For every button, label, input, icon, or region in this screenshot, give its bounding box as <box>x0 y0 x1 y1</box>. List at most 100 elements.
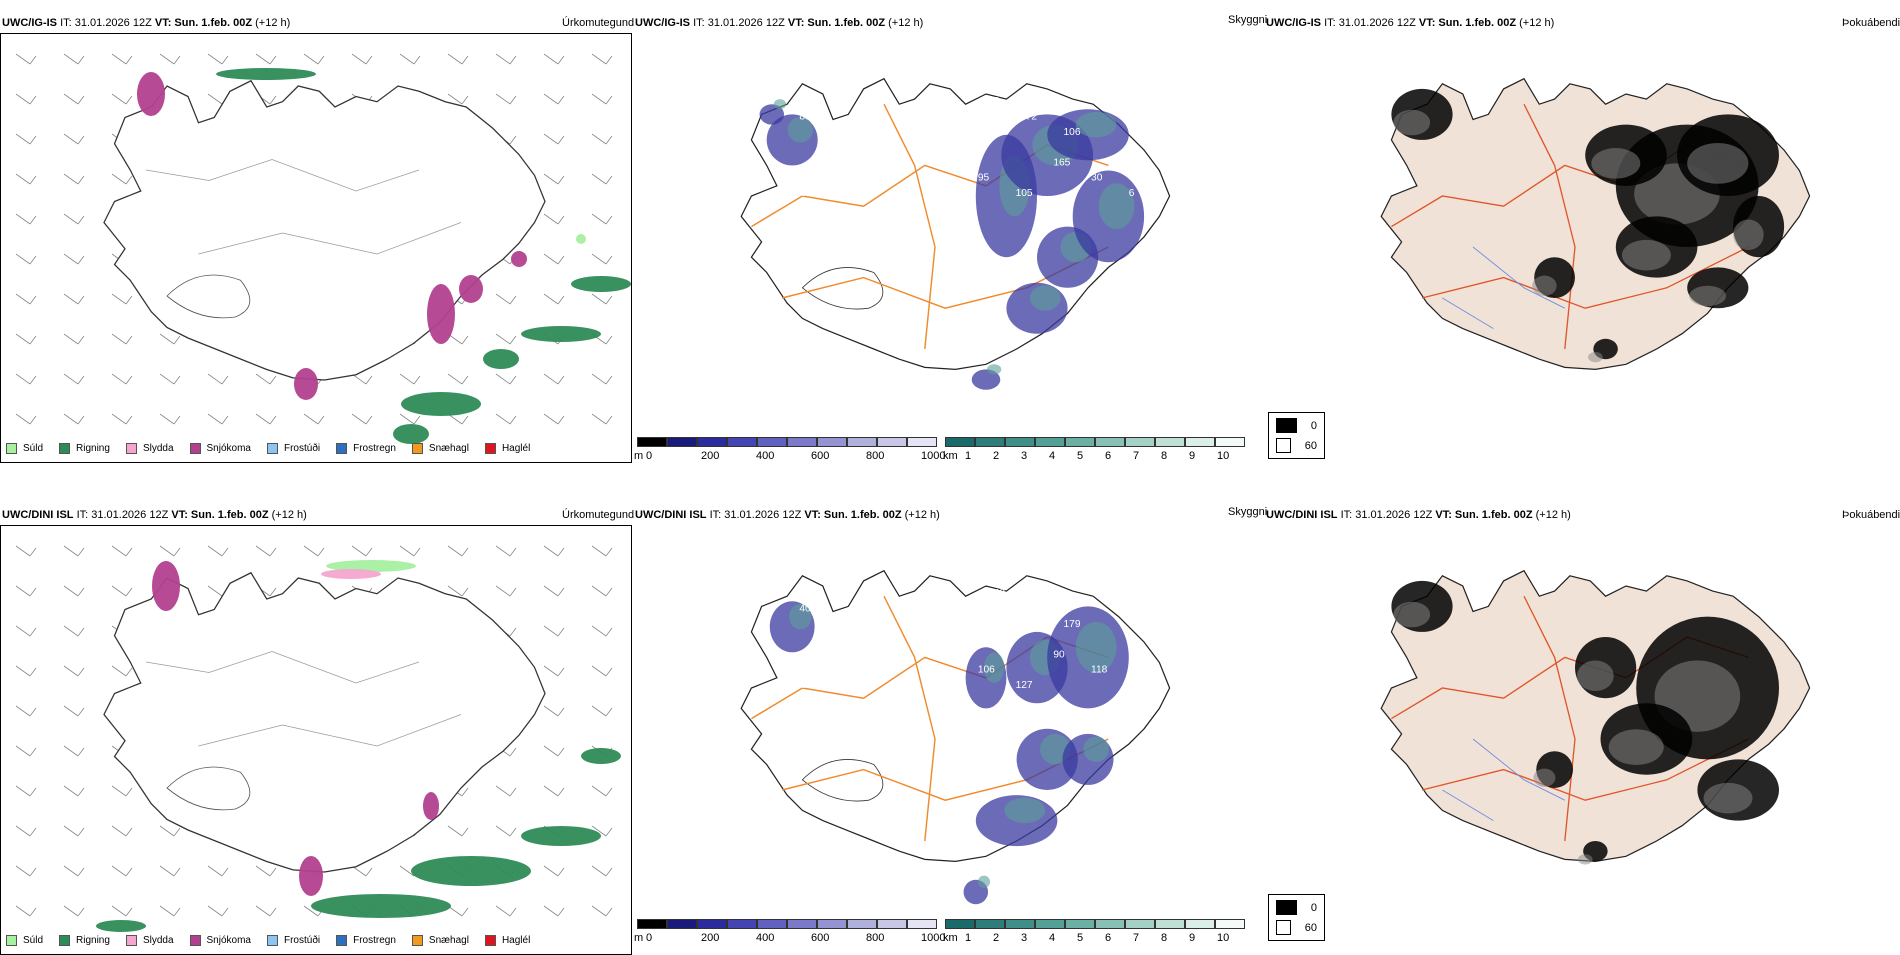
lead-time: (+12 h) <box>904 509 940 521</box>
vis-title: Skyggni <box>1228 14 1267 27</box>
vis-value-label: 106 <box>978 665 995 676</box>
precip-area <box>393 424 429 444</box>
precip-area <box>571 276 631 292</box>
legend-swatch-icon <box>125 442 137 454</box>
fog-area <box>1532 275 1557 296</box>
wind-barb <box>63 133 85 145</box>
colorbar-segment <box>1155 437 1185 447</box>
wind-barb <box>591 373 613 385</box>
vis-value-label: 104 <box>827 157 844 168</box>
precip-area <box>401 392 481 416</box>
wind-barb <box>111 825 133 837</box>
iceland-outline <box>103 79 546 381</box>
legend-swatch-icon <box>484 442 496 454</box>
vis-value-label: 106 <box>1064 127 1081 138</box>
vis-value-label: 90 <box>1101 96 1113 107</box>
fog-legend-item: 60 <box>1276 920 1317 935</box>
wind-barb <box>159 413 181 425</box>
wind-barb <box>447 53 469 65</box>
colorbar-segment <box>1185 919 1215 929</box>
vis-title: Skyggni <box>1228 506 1267 519</box>
legend-label: Frostregn <box>353 934 396 946</box>
wind-barb <box>15 625 37 637</box>
wind-barb <box>63 785 85 797</box>
wind-barb <box>63 865 85 877</box>
precip-area <box>576 234 586 244</box>
wind-barb <box>63 625 85 637</box>
cloud-base-tick: 7 <box>1133 932 1140 944</box>
wind-barb <box>447 333 469 345</box>
cloud-base-area <box>1075 111 1117 138</box>
cloud-base-tick: 1 <box>965 450 972 462</box>
wind-barb <box>543 93 565 105</box>
colorbar-segment <box>667 437 697 447</box>
precip-map: Súld Rigning Slydda Snjókoma Frostúði Frostre… <box>0 525 632 955</box>
wind-barb <box>591 253 613 265</box>
wind-barb <box>15 133 37 145</box>
fog-area <box>1689 285 1726 307</box>
wind-barb <box>15 825 37 837</box>
cloud-base-tick: 10 <box>1217 450 1230 462</box>
legend-label: Slydda <box>142 934 174 946</box>
wind-barb <box>543 373 565 385</box>
valid-time: VT: Sun. 1.feb. 00Z <box>154 17 253 29</box>
legend-item-4: Frostúði <box>266 934 320 946</box>
wind-barb <box>543 213 565 225</box>
cloud-base-tick: 5 <box>1077 450 1084 462</box>
wind-barb <box>351 413 373 425</box>
elevation-unit: m <box>634 932 644 944</box>
wind-barb <box>543 785 565 797</box>
legend-swatch-icon <box>125 934 137 946</box>
wind-barb <box>543 665 565 677</box>
model-name: UWC/IG-IS <box>635 17 690 29</box>
legend-item-4: Frostúði <box>266 442 320 454</box>
fog-legend-label: 60 <box>1304 921 1317 934</box>
fog-title-text: Þokuábendi <box>1842 509 1900 521</box>
vis-value-label: 47 <box>837 127 849 138</box>
cloud-base-colorbar: km 1 2 3 4 5 6 7 8 9 10 <box>943 919 1248 945</box>
vis-value-label: 96 <box>988 96 1000 107</box>
fog-header: UWC/DINI ISL IT: 31.01.2026 12Z VT: Sun.… <box>1266 509 1571 522</box>
fog-area <box>1703 782 1753 814</box>
wind-barb <box>543 293 565 305</box>
precip-map: Súld Rigning Slydda Snjókoma Frostúði Frostre… <box>0 33 632 463</box>
wind-barb <box>591 545 613 557</box>
colorbar-segment <box>847 919 877 929</box>
cloud-base-tick: 3 <box>1021 932 1028 944</box>
lead-time: (+12 h) <box>1519 17 1555 29</box>
wind-barb <box>255 545 277 557</box>
cloud-base-tick: 1 <box>965 932 972 944</box>
vis-value-label: 127 <box>1016 680 1033 691</box>
wind-barb <box>111 785 133 797</box>
legend-item-5: Frostregn <box>336 934 396 946</box>
precip-legend: Súld Rigning Slydda Snjókoma Frostúði Frostre… <box>6 437 546 459</box>
forecast-row-dini: UWC/DINI ISL IT: 31.01.2026 12Z VT: Sun.… <box>0 492 1900 955</box>
fog-area <box>1393 109 1431 136</box>
precip-area <box>521 826 601 846</box>
precip-title-text: Úrkomutegund <box>562 17 635 29</box>
wind-barb <box>495 585 517 597</box>
lead-time: (+12 h) <box>888 17 924 29</box>
wind-barb <box>15 585 37 597</box>
colorbar-segment <box>907 437 937 447</box>
vis-value-label: 118 <box>1091 665 1108 676</box>
wind-barb <box>591 865 613 877</box>
wind-barb <box>63 745 85 757</box>
wind-barb <box>207 373 229 385</box>
vis-value-label: 6 <box>950 619 956 630</box>
vis-header: UWC/IG-IS IT: 31.01.2026 12Z VT: Sun. 1.… <box>635 17 923 30</box>
forecast-row-ig-is: UWC/IG-IS IT: 31.01.2026 12Z VT: Sun. 1.… <box>0 0 1900 475</box>
vis-value-label: 165 <box>1053 157 1070 168</box>
wind-barb <box>399 413 421 425</box>
elevation-unit: m <box>634 450 644 462</box>
precip-map-svg <box>15 545 621 932</box>
colorbar-segment <box>945 437 975 447</box>
vis-value-label: 108 <box>1101 588 1118 599</box>
cloud-base-area <box>1004 797 1046 824</box>
wind-barb <box>159 53 181 65</box>
elevation-colorbar: m 0 200 400 600 800 1000 <box>634 437 945 463</box>
wind-barb <box>15 745 37 757</box>
colorbar-segment <box>637 437 667 447</box>
legend-swatch-icon <box>266 442 278 454</box>
elevation-tick: 1000 <box>921 932 946 944</box>
